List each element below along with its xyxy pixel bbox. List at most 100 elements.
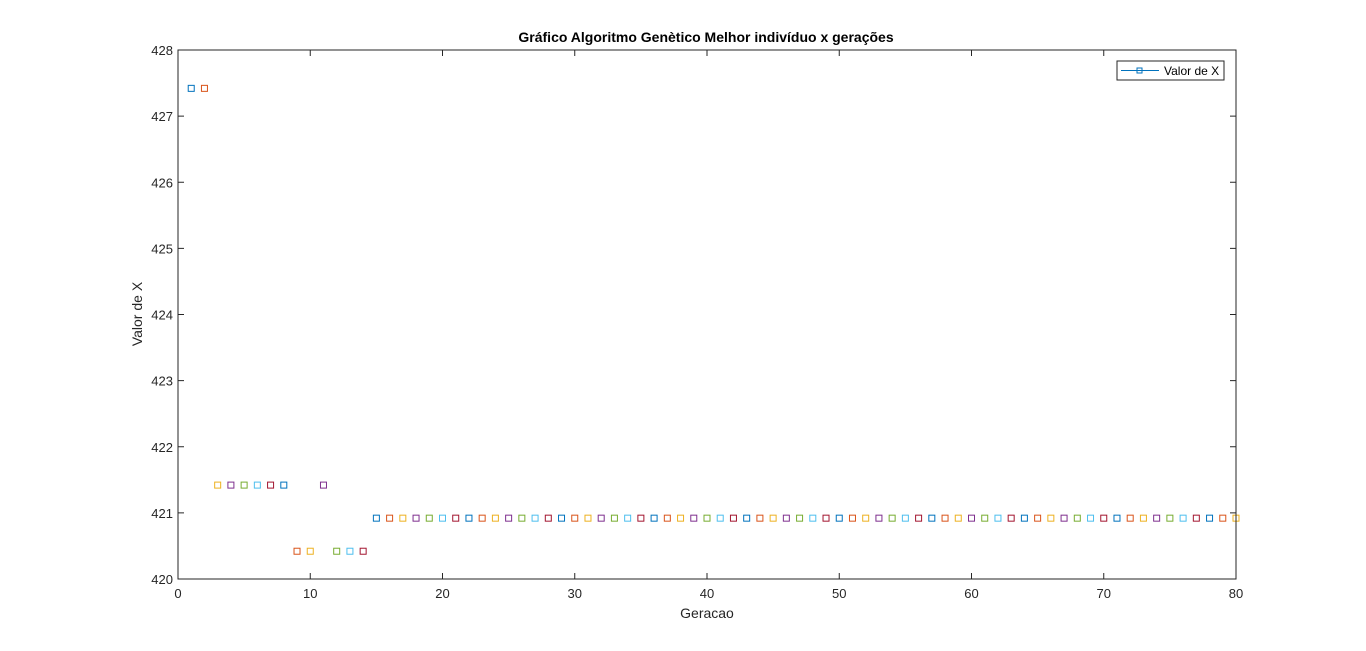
data-point-70 — [1100, 514, 1108, 522]
data-point-28 — [544, 514, 552, 522]
data-point-16 — [386, 514, 394, 522]
data-point-5 — [240, 481, 248, 489]
data-point-11 — [319, 481, 327, 489]
data-point-20 — [439, 514, 446, 522]
data-point-55 — [901, 514, 909, 522]
data-point-17 — [399, 514, 407, 522]
data-point-37 — [663, 514, 671, 522]
plot-area — [178, 50, 1236, 579]
data-point-56 — [915, 514, 923, 522]
y-tick-label: 425 — [151, 241, 173, 256]
data-point-7 — [267, 481, 275, 489]
x-tick-label: 60 — [964, 586, 978, 601]
y-tick-label: 422 — [151, 440, 173, 455]
data-point-49 — [822, 514, 830, 522]
data-point-13 — [346, 547, 354, 555]
data-point-76 — [1179, 514, 1187, 522]
data-point-30 — [571, 514, 579, 522]
data-point-48 — [809, 514, 817, 522]
data-point-27 — [531, 514, 539, 522]
legend-marker-sample — [1136, 67, 1143, 74]
y-tick-label: 420 — [151, 572, 173, 587]
x-tick-label: 50 — [832, 586, 846, 601]
data-point-69 — [1087, 514, 1095, 522]
data-point-41 — [716, 514, 724, 522]
data-point-42 — [729, 514, 737, 522]
data-point-38 — [677, 514, 685, 522]
data-point-8 — [280, 481, 288, 489]
data-point-6 — [253, 481, 261, 489]
data-point-68 — [1073, 514, 1081, 522]
legend: Valor de X — [1116, 60, 1225, 81]
legend-label: Valor de X — [1164, 64, 1219, 78]
data-point-14 — [359, 547, 367, 555]
data-point-26 — [518, 514, 526, 522]
x-tick-label: 20 — [435, 586, 449, 601]
data-point-45 — [769, 514, 777, 522]
data-point-54 — [888, 514, 896, 522]
data-point-32 — [597, 514, 605, 522]
data-point-79 — [1219, 514, 1227, 522]
x-tick-label: 0 — [174, 586, 181, 601]
axis-ticks: 0 10 20 30 40 50 60 70 80 420 421 422 423 424 425 426 42… — [151, 43, 1243, 601]
data-point-9 — [293, 547, 301, 555]
data-point-78 — [1206, 514, 1214, 522]
chart-title: Gráfico Algoritmo Genètico Melhor indiví… — [518, 29, 893, 45]
x-tick-label: 10 — [303, 586, 317, 601]
y-tick-label: 421 — [151, 506, 173, 521]
data-point-24 — [491, 514, 499, 522]
data-point-71 — [1113, 514, 1121, 522]
data-point-43 — [743, 514, 751, 522]
data-point-62 — [994, 514, 1002, 522]
data-point-72 — [1126, 514, 1134, 522]
data-point-39 — [690, 514, 698, 522]
data-point-52 — [862, 514, 870, 522]
data-point-57 — [928, 514, 936, 522]
data-point-53 — [875, 514, 883, 522]
data-point-1 — [187, 84, 195, 92]
data-point-12 — [333, 547, 341, 555]
y-tick-label: 426 — [151, 175, 173, 190]
data-point-3 — [214, 481, 222, 489]
data-point-18 — [412, 514, 420, 522]
data-point-60 — [968, 514, 975, 522]
y-tick-label: 427 — [151, 109, 173, 124]
x-tick-label: 30 — [568, 586, 582, 601]
data-point-64 — [1020, 514, 1028, 522]
data-point-33 — [610, 514, 618, 522]
data-point-35 — [637, 514, 645, 522]
data-point-50 — [835, 514, 843, 522]
y-tick-label: 423 — [151, 374, 173, 389]
x-tick-label: 70 — [1097, 586, 1111, 601]
data-point-51 — [848, 514, 856, 522]
data-point-21 — [452, 514, 460, 522]
data-point-23 — [478, 514, 486, 522]
legend-box — [1116, 60, 1225, 81]
data-point-65 — [1034, 514, 1042, 522]
data-point-44 — [756, 514, 764, 522]
data-point-46 — [782, 514, 790, 522]
data-point-29 — [558, 514, 566, 522]
data-point-25 — [505, 514, 513, 522]
y-tick-label: 424 — [151, 308, 173, 323]
x-axis-label: Geracao — [680, 605, 734, 621]
data-point-10 — [306, 547, 314, 555]
data-point-31 — [584, 514, 592, 522]
x-tick-label: 80 — [1229, 586, 1243, 601]
data-point-67 — [1060, 514, 1068, 522]
x-tick-label: 40 — [700, 586, 714, 601]
data-point-15 — [372, 514, 380, 522]
data-markers — [187, 84, 1240, 555]
data-point-66 — [1047, 514, 1055, 522]
data-point-63 — [1007, 514, 1015, 522]
data-point-58 — [941, 514, 949, 522]
data-point-2 — [200, 84, 208, 92]
y-axis-label: Valor de X — [129, 281, 145, 346]
data-point-47 — [796, 514, 804, 522]
data-point-36 — [650, 514, 658, 522]
data-point-4 — [227, 481, 235, 489]
y-tick-label: 428 — [151, 43, 173, 58]
data-point-74 — [1153, 514, 1161, 522]
data-point-75 — [1166, 514, 1174, 522]
